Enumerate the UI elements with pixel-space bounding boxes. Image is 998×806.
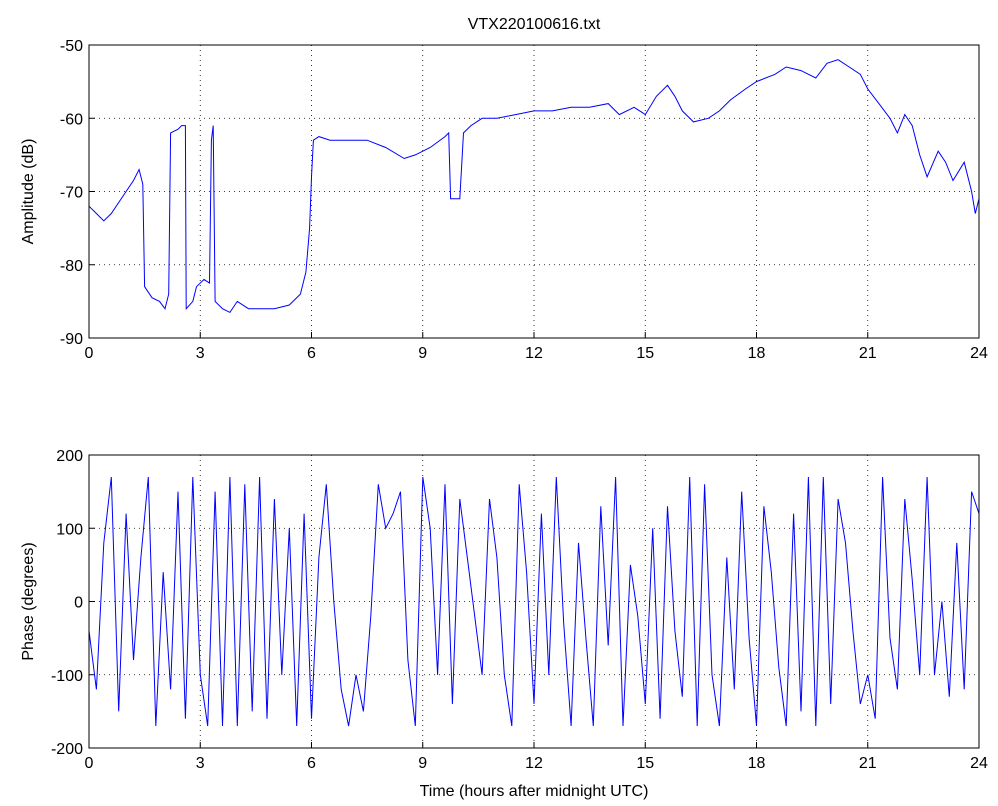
y-tick-label: -70 [60, 185, 83, 202]
y-tick-label: 100 [56, 521, 83, 538]
x-tick-label: 6 [307, 755, 316, 772]
y-tick-label: -100 [51, 668, 83, 685]
data-line [88, 59, 980, 314]
y-tick-label: -80 [60, 258, 83, 275]
y-tick-label: 0 [74, 595, 83, 612]
x-tick-label: 18 [748, 755, 766, 772]
x-tick-label: 12 [525, 345, 543, 362]
x-tick-label: 3 [196, 755, 205, 772]
y-axis-label: Amplitude (dB) [20, 139, 37, 245]
y-tick-label: 200 [56, 448, 83, 465]
y-tick-label: -50 [60, 38, 83, 55]
x-tick-label: 12 [525, 755, 543, 772]
y-tick-label: -90 [60, 331, 83, 348]
axes-box [88, 454, 980, 749]
x-axis-label: Time (hours after midnight UTC) [420, 783, 649, 800]
x-tick-label: 18 [748, 345, 766, 362]
x-tick-label: 3 [196, 345, 205, 362]
y-axis-label: Phase (degrees) [20, 542, 37, 660]
data-line [88, 476, 980, 727]
chart-title: VTX220100616.txt [468, 16, 601, 33]
x-tick-label: 9 [418, 755, 427, 772]
x-tick-label: 24 [970, 755, 988, 772]
x-tick-label: 24 [970, 345, 988, 362]
x-tick-label: 9 [418, 345, 427, 362]
x-tick-label: 15 [636, 755, 654, 772]
x-tick-label: 6 [307, 345, 316, 362]
y-tick-label: -60 [60, 111, 83, 128]
y-tick-label: -200 [51, 741, 83, 758]
x-tick-label: 21 [859, 755, 877, 772]
x-tick-label: 0 [85, 755, 94, 772]
x-tick-label: 0 [85, 345, 94, 362]
x-tick-label: 21 [859, 345, 877, 362]
axes-box [88, 44, 980, 339]
x-tick-label: 15 [636, 345, 654, 362]
